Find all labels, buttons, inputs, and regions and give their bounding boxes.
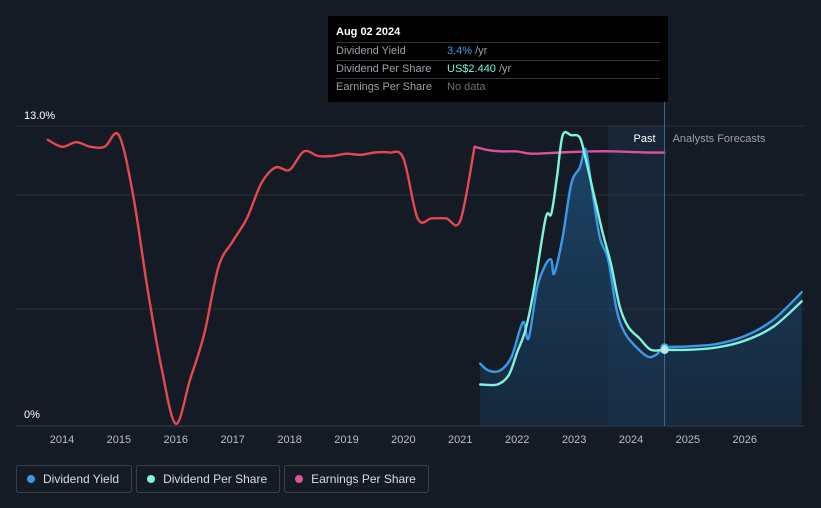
tooltip-label: Dividend Per Share xyxy=(336,63,432,75)
tooltip-unit: /yr xyxy=(475,45,488,57)
dividend-yield-area xyxy=(480,148,802,426)
x-tick-label: 2022 xyxy=(505,434,529,446)
legend-dot-icon xyxy=(147,475,156,483)
tooltip-value: US$2.440 xyxy=(447,63,496,75)
tooltip-date: Aug 02 2024 xyxy=(336,26,401,38)
tooltip-label: Dividend Yield xyxy=(336,45,406,57)
chart-legend: Dividend Yield Dividend Per Share Earnin… xyxy=(16,465,433,493)
tooltip-row-dividend-yield: Dividend Yield 3.4% /yr xyxy=(336,42,660,60)
x-tick-label: 2024 xyxy=(619,434,643,446)
forecast-region-label: Analysts Forecasts xyxy=(673,133,766,145)
y-tick-label-max: 13.0% xyxy=(24,110,55,122)
tooltip-row-dividend-per-share: Dividend Per Share US$2.440 /yr xyxy=(336,60,660,78)
legend-dot-icon xyxy=(27,475,35,483)
tooltip-label: Earnings Per Share xyxy=(336,81,432,93)
x-tick-label: 2026 xyxy=(733,434,757,446)
dividend-chart: 13.0% 0% 2014 2015 2016 2017 2018 2019 2020 2021 2… xyxy=(16,16,805,446)
x-tick-label: 2016 xyxy=(164,434,188,446)
legend-label: Earnings Per Share xyxy=(311,472,416,486)
legend-label: Dividend Yield xyxy=(43,472,120,486)
legend-dot-icon xyxy=(295,475,304,483)
past-region-label: Past xyxy=(634,133,656,145)
dividend-per-share-marker xyxy=(660,345,669,355)
legend-label: Dividend Per Share xyxy=(163,472,268,486)
x-tick-label: 2025 xyxy=(676,434,700,446)
dividend-per-share-line xyxy=(479,130,803,387)
x-tick-label: 2015 xyxy=(107,434,131,446)
legend-item-dividend-per-share[interactable]: Dividend Per Share xyxy=(136,465,281,493)
x-tick-label: 2018 xyxy=(277,434,301,446)
legend-item-dividend-yield[interactable]: Dividend Yield xyxy=(16,465,133,493)
earnings-per-share-line xyxy=(473,145,666,155)
x-tick-label: 2019 xyxy=(334,434,358,446)
x-tick-label: 2014 xyxy=(50,434,74,446)
x-tick-label: 2020 xyxy=(391,434,415,446)
x-tick-label: 2023 xyxy=(562,434,586,446)
tooltip-unit: /yr xyxy=(498,63,512,75)
legend-item-earnings-per-share[interactable]: Earnings Per Share xyxy=(284,465,429,493)
tooltip-row-earnings-per-share: Earnings Per Share No data xyxy=(336,78,660,96)
earnings-per-share-history-line xyxy=(46,132,476,425)
tooltip-value: No data xyxy=(447,81,486,93)
tooltip-value: 3.4% xyxy=(447,45,473,57)
y-tick-label-zero: 0% xyxy=(24,409,40,421)
x-tick-label: 2017 xyxy=(220,434,244,446)
x-tick-label: 2021 xyxy=(448,434,472,446)
chart-tooltip: Aug 02 2024 Dividend Yield 3.4% /yr Divi… xyxy=(328,16,668,102)
